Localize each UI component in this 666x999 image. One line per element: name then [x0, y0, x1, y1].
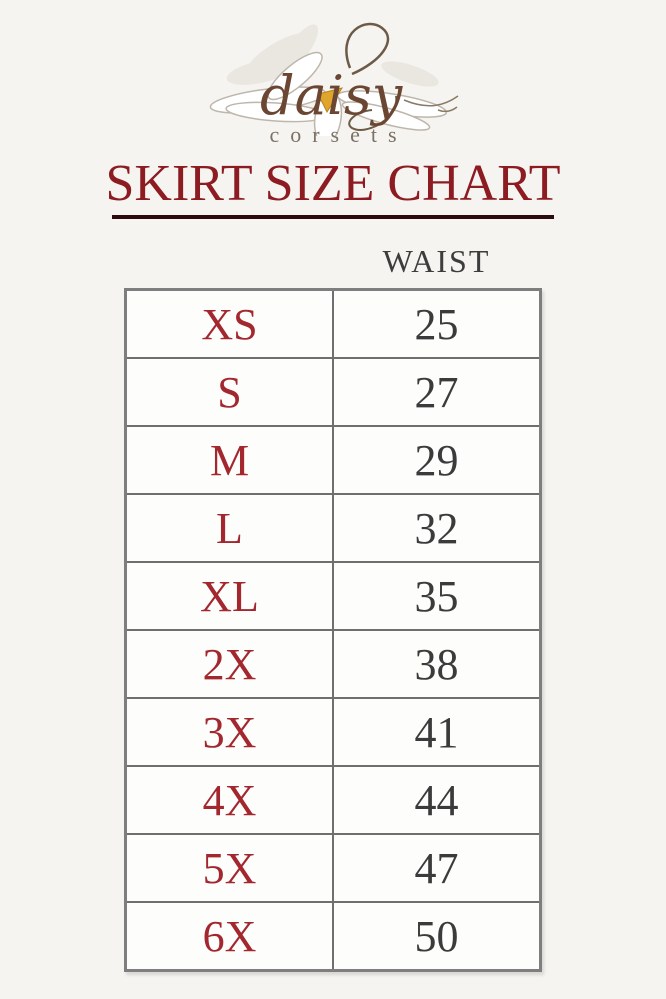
table-row: 6X 50 [124, 901, 542, 972]
table-row: 2X 38 [124, 629, 542, 699]
table-row: XS 25 [124, 288, 542, 359]
column-header-spacer [124, 243, 331, 280]
waist-cell: 44 [332, 765, 542, 835]
waist-cell: 41 [332, 697, 542, 767]
waist-cell: 47 [332, 833, 542, 903]
waist-cell: 25 [332, 288, 542, 359]
table-row: 4X 44 [124, 765, 542, 835]
table-row: L 32 [124, 493, 542, 563]
size-cell: S [124, 357, 334, 427]
size-cell: 2X [124, 629, 334, 699]
table-row: M 29 [124, 425, 542, 495]
brand-subtitle: corsets [269, 122, 408, 147]
waist-cell: 35 [332, 561, 542, 631]
daisy-center [317, 87, 344, 114]
size-cell: M [124, 425, 334, 495]
title-underline [112, 215, 554, 219]
size-cell: XS [124, 288, 334, 359]
size-chart-table: XS 25 S 27 M 29 L 32 XL 35 2X 38 [124, 288, 542, 972]
waist-cell: 32 [332, 493, 542, 563]
brand-logo: daisy corsets [193, 0, 473, 148]
page-title: SKIRT SIZE CHART [105, 155, 561, 212]
brand-script: daisy [260, 64, 404, 127]
column-header-waist: WAIST [382, 243, 491, 279]
table-row: 5X 47 [124, 833, 542, 903]
size-cell: L [124, 493, 334, 563]
daisy-flower-icon: daisy [209, 22, 459, 136]
column-header-row: WAIST [124, 243, 542, 280]
size-cell: XL [124, 561, 334, 631]
waist-cell: 29 [332, 425, 542, 495]
size-cell: 6X [124, 901, 334, 972]
waist-cell: 27 [332, 357, 542, 427]
waist-cell: 50 [332, 901, 542, 972]
table-row: XL 35 [124, 561, 542, 631]
size-cell: 4X [124, 765, 334, 835]
size-cell: 3X [124, 697, 334, 767]
table-row: 3X 41 [124, 697, 542, 767]
waist-cell: 38 [332, 629, 542, 699]
size-cell: 5X [124, 833, 334, 903]
table-row: S 27 [124, 357, 542, 427]
